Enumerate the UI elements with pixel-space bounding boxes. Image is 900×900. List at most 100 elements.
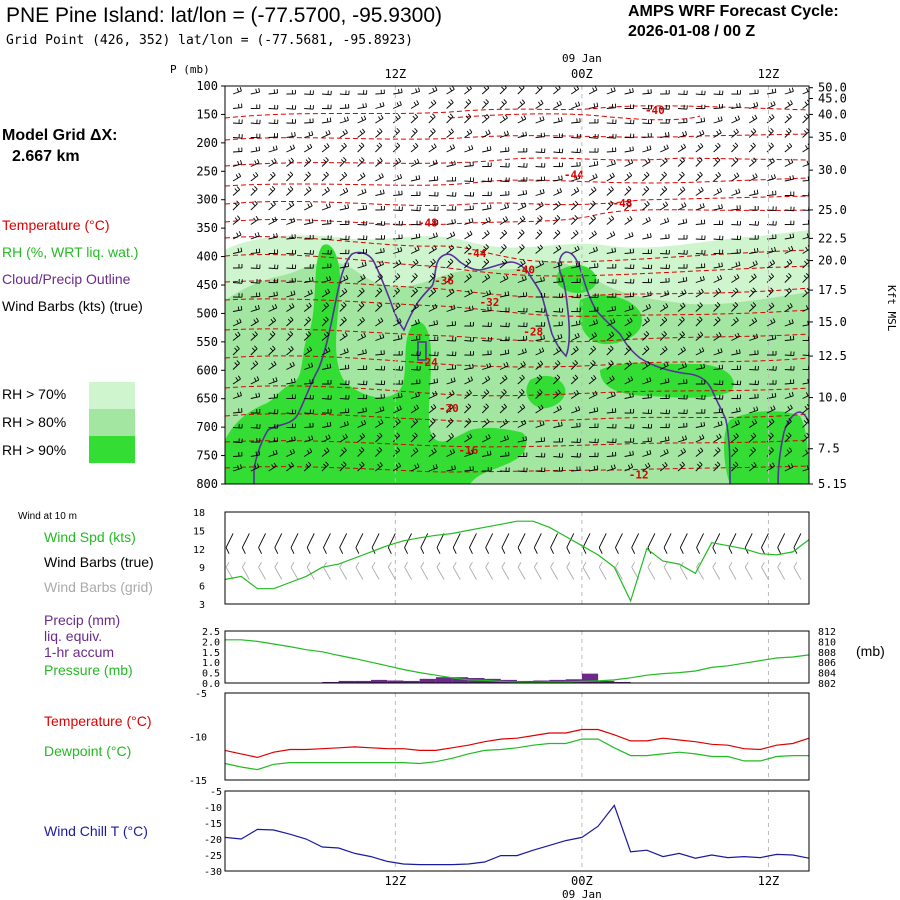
wind-barb: [304, 130, 314, 138]
wind-barb-true: [550, 533, 558, 554]
wind-barb: [784, 245, 794, 254]
wind-barb: [606, 119, 617, 124]
wind-barb: [588, 438, 599, 444]
wind-barb: [303, 171, 311, 182]
wind-barb: [410, 418, 419, 428]
wind-barb-grid: [501, 562, 510, 580]
wind-chill-tick-label: -30: [204, 867, 222, 878]
wind-barb: [642, 393, 652, 399]
wind-barb: [642, 360, 651, 370]
cloud-outline: [253, 251, 731, 484]
wind-barb: [304, 234, 314, 240]
wind-barb: [410, 365, 421, 371]
wind-barb: [446, 258, 454, 269]
wind-barb: [357, 407, 367, 414]
wind-barb: [570, 214, 578, 225]
wind-barb: [784, 447, 793, 457]
wind-barb: [748, 461, 757, 472]
wind-barb: [553, 133, 563, 138]
wind-barb: [375, 220, 386, 226]
wind-barb: [606, 375, 615, 385]
wind-barb: [606, 345, 614, 356]
wind-barb: [250, 186, 258, 196]
wind-barb: [464, 449, 474, 457]
wind-barb: [232, 408, 243, 414]
wind-barb: [446, 244, 455, 254]
wind-barb: [268, 462, 277, 472]
wind-barb: [481, 258, 490, 269]
wind-barb: [286, 157, 294, 167]
wind-barb: [286, 361, 295, 370]
wind-barb: [499, 307, 510, 312]
model-grid-label: Model Grid ΔX:: [2, 127, 118, 144]
wind-barb-grid: [777, 562, 786, 580]
wind-barb: [410, 158, 420, 167]
wind-barb: [713, 262, 723, 269]
wind-barb: [588, 86, 598, 95]
wind-barb: [410, 287, 418, 298]
wind-barb-true: [615, 533, 623, 554]
wind-barb: [731, 157, 739, 167]
wind-barb: [606, 264, 617, 269]
wind-barb: [268, 158, 277, 167]
wind-barb: [588, 319, 599, 327]
wind-barb: [570, 389, 580, 399]
wind-barb: [553, 162, 563, 168]
label-liq-equiv: liq. equiv.: [44, 628, 103, 644]
wind-barb: [392, 157, 402, 167]
wind-barb: [659, 345, 668, 356]
precip-bar: [403, 680, 420, 683]
wind-barb: [606, 186, 614, 196]
wind-barb: [784, 418, 792, 428]
wind-barb: [802, 391, 809, 399]
wind-barb: [677, 394, 688, 400]
wind-barb: [802, 191, 809, 197]
wind-barb: [731, 394, 741, 400]
wind-barb: [428, 390, 438, 399]
wind-barb: [393, 234, 403, 240]
wind-barb: [339, 316, 347, 327]
temperature-label: -48: [613, 197, 633, 210]
wind-barb: [695, 129, 705, 138]
wind-barb: [731, 461, 739, 472]
wind-chill-line: [224, 804, 810, 866]
wind-barb: [695, 434, 705, 443]
wind-barb-true: [306, 533, 315, 554]
wind-barb: [499, 336, 510, 342]
wind-barb: [410, 233, 421, 240]
precip-bar: [452, 677, 469, 683]
wind-barb: [481, 113, 490, 124]
wind-barb: [642, 104, 653, 110]
wind-barb-grid: [598, 562, 607, 580]
wind-barb: [250, 159, 260, 167]
wind-barb: [268, 423, 279, 429]
wind-barb: [802, 160, 809, 167]
wind-barb: [481, 375, 491, 385]
wind-barb-grid: [225, 562, 234, 580]
wind-barb: [446, 304, 456, 312]
wind-barb: [749, 247, 759, 254]
wind-barb: [482, 362, 492, 370]
wind-barb: [286, 303, 295, 312]
temperature-contour: [225, 385, 809, 397]
wind-barb: [535, 215, 543, 225]
wind-barb: [553, 100, 562, 109]
wind-barb: [517, 202, 527, 211]
wind-barb: [553, 244, 562, 254]
wind-barb: [375, 406, 385, 414]
wind-barb: [660, 264, 670, 270]
wind-barb: [571, 161, 581, 167]
wind-barb: [232, 464, 243, 472]
wind-barb: [606, 159, 616, 167]
wind-barb: [660, 394, 670, 400]
wind-barb: [286, 119, 296, 124]
wind-panel-frame: [224, 511, 810, 605]
wind-barb: [482, 322, 492, 328]
wind-barb: [375, 189, 385, 196]
wind-barb: [232, 391, 242, 399]
wind-barb: [766, 190, 777, 196]
wind-barb: [232, 159, 243, 167]
wind-barb: [446, 336, 457, 342]
wind-barb-true: [744, 533, 753, 554]
wind-barb: [268, 216, 278, 225]
